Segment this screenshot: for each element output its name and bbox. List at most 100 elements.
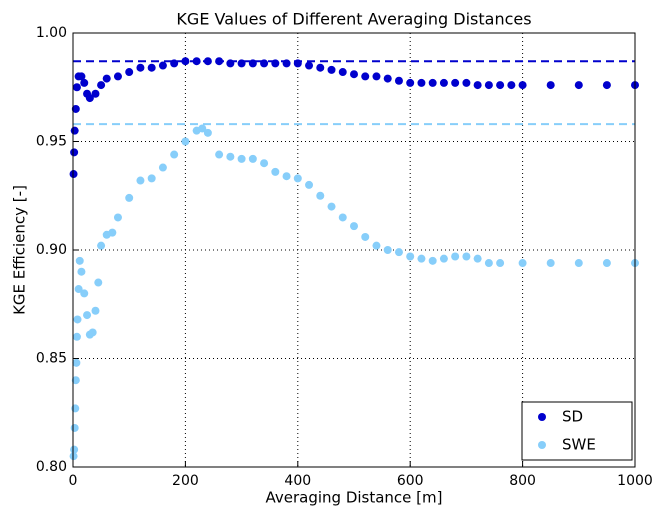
point xyxy=(102,74,111,83)
point xyxy=(338,213,347,222)
point xyxy=(305,61,314,70)
point xyxy=(327,202,336,211)
legend-label: SWE xyxy=(562,436,596,454)
point xyxy=(383,246,392,254)
point xyxy=(394,76,403,85)
point xyxy=(71,104,80,113)
point xyxy=(147,174,156,183)
point xyxy=(327,65,336,74)
point xyxy=(406,78,415,87)
point xyxy=(83,311,92,320)
point xyxy=(451,78,460,87)
point xyxy=(226,152,235,161)
point xyxy=(574,81,583,90)
point xyxy=(170,150,179,159)
point xyxy=(293,174,302,183)
point xyxy=(71,376,80,385)
point xyxy=(113,213,122,222)
legend-marker xyxy=(538,413,546,421)
point xyxy=(484,259,493,268)
y-tick-label: 0.95 xyxy=(36,134,67,150)
point xyxy=(97,81,106,90)
chart-title: KGE Values of Different Averaging Distan… xyxy=(176,10,531,29)
x-tick-label: 800 xyxy=(509,473,536,489)
point xyxy=(350,222,358,231)
point xyxy=(428,256,437,265)
point xyxy=(125,68,134,77)
point xyxy=(203,57,212,66)
point xyxy=(546,259,555,268)
point xyxy=(226,59,235,68)
point xyxy=(394,248,403,257)
point xyxy=(417,254,426,263)
point xyxy=(77,72,86,81)
point xyxy=(70,423,79,432)
point xyxy=(282,172,291,181)
point xyxy=(215,57,224,66)
point xyxy=(574,259,583,268)
point xyxy=(338,68,347,77)
legend-marker xyxy=(538,441,546,449)
point xyxy=(73,315,82,324)
point xyxy=(372,241,381,250)
x-axis-label: Averaging Distance [m] xyxy=(265,489,442,507)
point xyxy=(406,252,415,261)
y-tick-label: 1.00 xyxy=(36,25,67,41)
point xyxy=(136,63,145,72)
point xyxy=(70,126,79,135)
point xyxy=(372,72,381,81)
point xyxy=(80,78,89,87)
y-tick-label: 0.80 xyxy=(36,459,67,475)
point xyxy=(113,72,122,81)
point xyxy=(198,124,207,133)
point xyxy=(518,259,527,268)
point xyxy=(69,170,78,179)
point xyxy=(108,228,117,237)
point xyxy=(439,254,448,263)
point xyxy=(136,176,145,185)
point xyxy=(125,193,134,202)
point xyxy=(546,81,555,90)
point xyxy=(350,70,358,79)
point xyxy=(215,150,224,159)
y-axis-label: KGE Efficiency [-] xyxy=(11,185,29,315)
point xyxy=(602,259,611,268)
point xyxy=(507,81,516,90)
point xyxy=(305,180,314,189)
x-tick-label: 200 xyxy=(172,473,199,489)
point xyxy=(484,81,493,90)
point xyxy=(192,57,201,66)
point xyxy=(181,137,190,146)
point xyxy=(75,256,84,265)
point xyxy=(203,128,212,137)
plot-frame xyxy=(72,32,636,468)
y-tick-label: 0.90 xyxy=(36,242,67,258)
point xyxy=(271,167,280,176)
point xyxy=(602,81,611,90)
point xyxy=(77,267,86,276)
point xyxy=(70,445,79,454)
x-tick-label: 600 xyxy=(397,473,424,489)
point xyxy=(237,154,246,163)
point xyxy=(91,306,100,315)
point xyxy=(473,254,482,263)
point xyxy=(260,59,269,68)
point xyxy=(271,59,280,68)
point xyxy=(71,404,80,413)
point xyxy=(80,289,89,298)
point xyxy=(70,148,79,157)
point xyxy=(248,59,257,68)
point xyxy=(282,59,291,68)
x-tick-label: 400 xyxy=(284,473,311,489)
point xyxy=(237,59,246,68)
point xyxy=(496,81,505,90)
point xyxy=(496,259,505,268)
legend-box xyxy=(521,401,633,461)
point xyxy=(316,63,325,72)
point xyxy=(158,163,167,172)
point xyxy=(383,74,392,83)
point xyxy=(74,285,83,294)
point xyxy=(72,83,81,92)
point xyxy=(88,328,97,337)
